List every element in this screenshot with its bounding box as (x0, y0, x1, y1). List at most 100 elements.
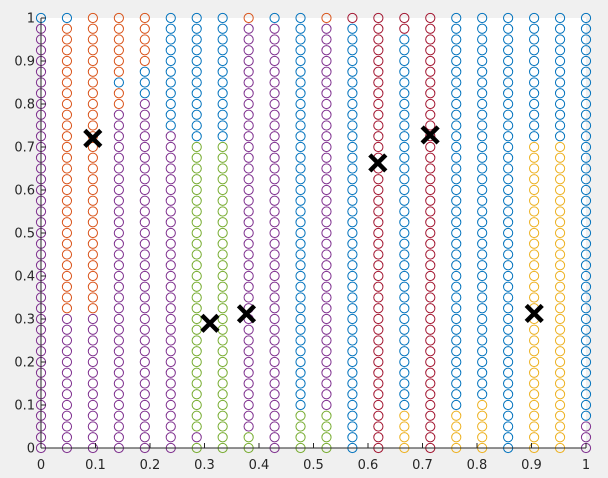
data-point (113, 281, 124, 292)
data-point (243, 432, 254, 443)
data-point (61, 12, 73, 24)
data-point (61, 120, 73, 131)
data-point (554, 45, 566, 56)
data-point (347, 23, 358, 34)
data-point (425, 292, 436, 303)
data-point (321, 163, 332, 174)
data-point (529, 217, 540, 228)
data-point (87, 399, 98, 411)
data-point (269, 227, 280, 239)
data-point (243, 184, 254, 196)
data-point (269, 23, 280, 34)
data-point (347, 184, 358, 196)
data-point (295, 313, 306, 325)
data-point (295, 389, 306, 400)
data-point (269, 421, 280, 432)
data-point (165, 77, 176, 88)
data-point (269, 260, 280, 271)
data-point (87, 238, 98, 249)
data-point (451, 174, 462, 185)
data-point (347, 206, 358, 217)
data-point (139, 23, 150, 34)
data-point (243, 356, 254, 368)
data-point (451, 55, 462, 67)
data-point (87, 23, 98, 34)
data-point (477, 77, 488, 88)
data-point (477, 55, 488, 67)
data-point (554, 77, 566, 88)
data-point (243, 249, 254, 260)
data-point (295, 281, 306, 292)
data-point (139, 292, 150, 303)
data-point (554, 98, 566, 110)
data-point (451, 163, 462, 174)
data-point (139, 55, 150, 67)
data-point (191, 367, 202, 378)
data-point (113, 131, 124, 142)
data-point (373, 131, 384, 142)
data-point (217, 109, 228, 120)
data-point (191, 206, 202, 217)
data-point (580, 163, 592, 174)
data-point (191, 217, 202, 228)
data-point (217, 335, 228, 346)
data-point (347, 367, 358, 378)
data-point (347, 12, 358, 24)
data-point (191, 163, 202, 174)
data-point (217, 227, 228, 239)
data-point (399, 66, 410, 77)
data-point (87, 389, 98, 400)
data-point (580, 227, 592, 239)
data-point (347, 131, 358, 142)
plot-area (41, 18, 586, 448)
data-point (165, 389, 176, 400)
data-point (165, 152, 176, 163)
data-point (243, 260, 254, 271)
data-point (425, 217, 436, 228)
data-point (321, 356, 332, 368)
data-point (399, 217, 410, 228)
data-point (425, 12, 436, 24)
data-point (399, 206, 410, 217)
data-point (139, 227, 150, 239)
data-point (477, 98, 488, 110)
data-point (87, 410, 98, 421)
data-point (503, 335, 514, 346)
data-point (503, 324, 514, 335)
data-point (217, 399, 228, 411)
data-point (113, 432, 124, 443)
data-point (477, 141, 488, 153)
data-point (139, 109, 150, 120)
data-point (191, 195, 202, 206)
data-point (61, 206, 73, 217)
data-point (580, 238, 592, 249)
data-point (451, 238, 462, 249)
data-point (61, 34, 73, 45)
data-point (87, 195, 98, 206)
data-point (61, 217, 73, 228)
data-point (191, 120, 202, 131)
data-point (399, 88, 410, 99)
data-point (191, 66, 202, 77)
data-point (399, 281, 410, 292)
data-point (113, 23, 124, 34)
data-point (191, 131, 202, 142)
data-point (347, 335, 358, 346)
data-point (113, 335, 124, 346)
data-point (321, 281, 332, 292)
data-point (451, 131, 462, 142)
data-point (425, 109, 436, 120)
data-point (477, 88, 488, 99)
data-point (165, 270, 176, 282)
data-point (451, 270, 462, 282)
data-point (113, 324, 124, 335)
data-point (580, 174, 592, 185)
data-point (451, 432, 462, 443)
data-point (425, 174, 436, 185)
x-tick-label: 0.9 (521, 458, 542, 473)
data-point (139, 399, 150, 411)
data-point (529, 270, 540, 282)
data-point (217, 389, 228, 400)
x-tick-label: 0.6 (358, 458, 379, 473)
data-point (554, 249, 566, 260)
